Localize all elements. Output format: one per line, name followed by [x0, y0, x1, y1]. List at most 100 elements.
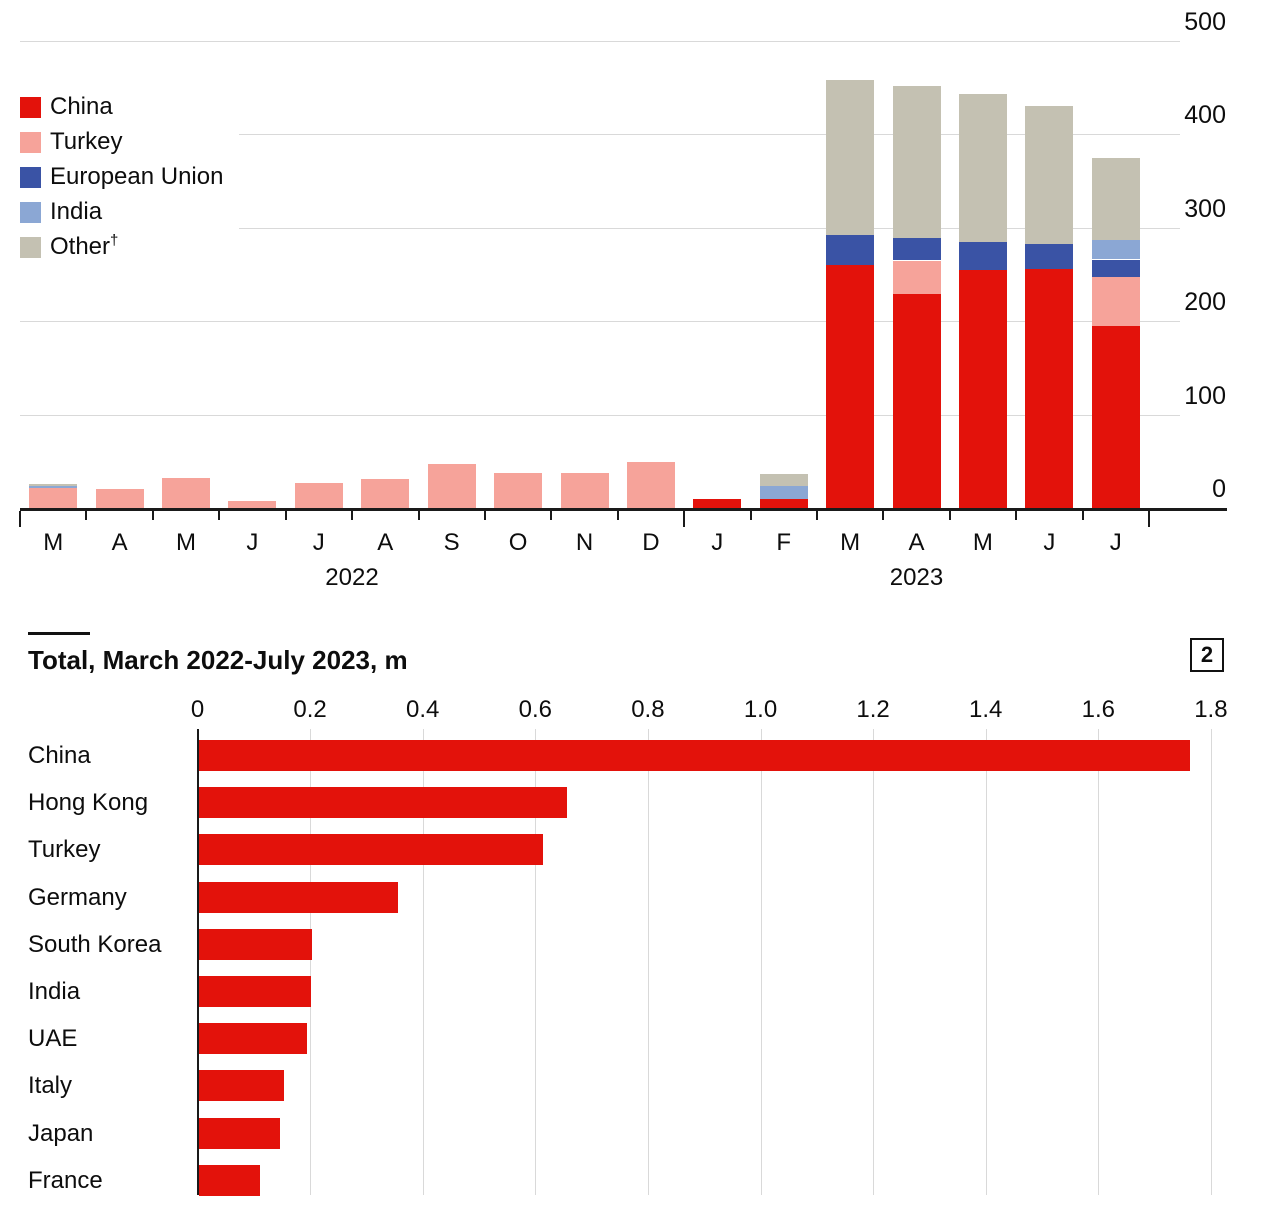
month-label: F — [776, 529, 792, 556]
legend-swatch — [20, 201, 41, 223]
month-label: D — [642, 529, 660, 556]
bar-segment-india — [29, 485, 78, 489]
year-boundary-tick — [19, 511, 21, 527]
month-tick — [550, 511, 553, 520]
month-tick — [882, 511, 885, 520]
panel-number-badge: 2 — [1190, 638, 1224, 672]
totals-bar-chart: Total, March 2022-July 2023, m 2 0 0.2 0.4… — [0, 600, 1280, 1220]
legend-item-turkey: Turkey — [20, 128, 223, 155]
month-label: M — [840, 529, 861, 556]
y-axis-label-400: 400 — [1184, 101, 1226, 130]
bar-segment-other — [759, 474, 808, 486]
bar-segment-european-union — [1091, 259, 1140, 278]
x-axis-label-1.4: 1.4 — [969, 696, 1003, 723]
month-tick — [483, 511, 486, 520]
category-label-germany: Germany — [28, 883, 127, 911]
total-bar-italy — [199, 1070, 284, 1102]
total-bar-turkey — [199, 834, 543, 866]
month-label: M — [972, 529, 993, 556]
bar-segment-european-union — [1025, 243, 1074, 269]
month-label: A — [111, 529, 128, 556]
category-label-france: France — [28, 1166, 103, 1194]
month-label: O — [508, 529, 528, 556]
year-label-2023: 2023 — [889, 564, 944, 591]
bar-segment-india — [759, 485, 808, 499]
month-tick — [351, 511, 353, 520]
bar-segment-turkey — [626, 462, 675, 508]
y-axis-label-500: 500 — [1184, 8, 1226, 36]
category-label-hong-kong: Hong Kong — [28, 789, 149, 817]
category-label-uae: UAE — [28, 1025, 78, 1053]
month-tick — [151, 511, 154, 520]
gridline-x-0.8 — [647, 729, 649, 1195]
bar-segment-china — [892, 294, 941, 508]
x-axis-label-1.2: 1.2 — [856, 696, 890, 723]
month-label: J — [1109, 529, 1122, 556]
category-label-japan: Japan — [28, 1119, 94, 1147]
month-tick — [1081, 511, 1084, 520]
x-axis-label-0.2: 0.2 — [293, 696, 327, 723]
month-tick — [815, 511, 818, 520]
bar-segment-other — [958, 94, 1007, 242]
y-axis-label-100: 100 — [1184, 381, 1226, 410]
bar-segment-turkey — [361, 479, 410, 508]
gridline-y-100 — [20, 414, 1180, 416]
legend-item-european-union: European Union — [20, 165, 223, 189]
legend: China Turkey European Union India Other† — [20, 93, 240, 261]
gridline-x-0.2 — [310, 729, 312, 1195]
legend-item-india: India — [20, 200, 223, 224]
legend-item-other: Other† — [20, 233, 223, 259]
category-label-turkey: Turkey — [28, 836, 101, 864]
x-axis-label-0.4: 0.4 — [406, 696, 440, 723]
y-axis-line — [196, 729, 199, 1195]
legend-swatch — [20, 131, 41, 153]
total-bar-japan — [199, 1117, 280, 1149]
legend-label: Turkey — [50, 128, 123, 155]
gridline-y-400 — [20, 134, 1180, 136]
bar-segment-other — [1091, 157, 1140, 240]
month-label: J — [246, 529, 259, 556]
year-boundary-tick — [683, 511, 686, 527]
x-axis-label-1.8: 1.8 — [1194, 696, 1228, 723]
bar-segment-turkey — [427, 464, 476, 508]
month-label: A — [908, 529, 925, 556]
bar-segment-european-union — [826, 235, 875, 266]
month-tick — [218, 511, 221, 520]
bar-segment-china — [826, 265, 875, 508]
bar-segment-european-union — [892, 238, 941, 261]
legend-swatch — [20, 236, 41, 258]
total-bar-uae — [199, 1023, 308, 1055]
x-axis-label-1.0: 1.0 — [743, 696, 778, 723]
bar-segment-china — [958, 269, 1007, 508]
month-label: M — [43, 529, 64, 556]
month-tick — [284, 511, 287, 520]
bar-segment-turkey — [162, 478, 210, 508]
x-axis-baseline — [20, 508, 1227, 511]
total-bar-hong-kong — [199, 787, 568, 819]
section-rule-mark — [28, 632, 90, 635]
month-label: M — [176, 529, 196, 556]
gridline-x-1.6 — [1098, 729, 1100, 1195]
category-label-south-korea: South Korea — [28, 930, 162, 958]
legend-swatch — [20, 166, 41, 188]
gridline-x-1.4 — [985, 729, 987, 1195]
legend-label: China — [50, 93, 113, 120]
month-label: J — [312, 529, 325, 556]
bar-segment-china — [693, 498, 742, 508]
bar-segment-turkey — [1091, 277, 1140, 326]
total-bar-france — [199, 1164, 261, 1196]
totals-chart-title: Total, March 2022-July 2023, m — [28, 645, 408, 675]
month-label: S — [443, 529, 460, 556]
legend-item-china: China — [20, 93, 223, 120]
total-bar-india — [199, 976, 311, 1007]
bar-segment-european-union — [958, 241, 1007, 270]
month-tick — [417, 511, 420, 520]
legend-footnote-dagger: † — [110, 232, 119, 249]
total-bar-south-korea — [199, 928, 312, 960]
bar-segment-turkey — [228, 500, 277, 508]
month-tick — [1015, 511, 1018, 520]
x-axis-label-1.6: 1.6 — [1081, 696, 1115, 723]
bar-segment-india — [1091, 239, 1140, 260]
month-label: J — [711, 529, 724, 556]
